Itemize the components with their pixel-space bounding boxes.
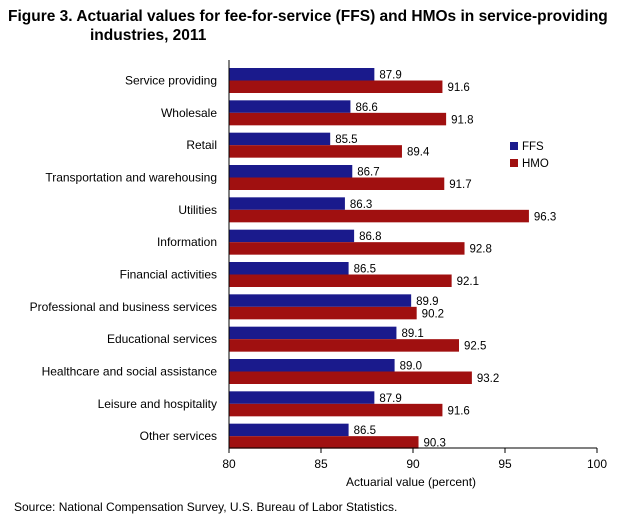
bar-hmo (229, 371, 472, 384)
data-label-hmo: 96.3 (534, 211, 556, 223)
x-tick-label: 95 (498, 457, 512, 471)
data-label-ffs: 86.3 (350, 199, 372, 211)
category-label: Utilities (178, 203, 217, 217)
category-label: Wholesale (161, 106, 217, 120)
bar-ffs (229, 165, 353, 178)
bar-ffs (229, 359, 395, 372)
bar-hmo (229, 403, 443, 417)
legend-swatch-hmo (510, 159, 518, 167)
data-label-ffs: 86.5 (354, 264, 376, 276)
chart-title-line1: Figure 3. Actuarial values for fee-for-s… (8, 8, 608, 25)
bar-ffs (229, 229, 355, 243)
bar-ffs (229, 391, 375, 404)
legend: FFS HMO (510, 141, 549, 170)
data-label-hmo: 92.1 (457, 276, 479, 288)
data-label-ffs: 87.9 (379, 393, 401, 405)
bar-hmo (229, 274, 452, 287)
data-label-hmo: 90.2 (422, 308, 444, 320)
data-label-ffs: 89.9 (416, 296, 438, 308)
category-label: Service providing (125, 74, 217, 88)
category-label: Healthcare and social assistance (42, 365, 218, 379)
bar-ffs (229, 68, 375, 81)
data-label-hmo: 93.2 (477, 373, 499, 385)
x-tick-label: 85 (314, 457, 328, 471)
data-label-hmo: 92.5 (464, 341, 486, 353)
data-label-hmo: 90.3 (424, 438, 446, 450)
legend-swatch-ffs (510, 142, 518, 150)
category-label: Transportation and warehousing (45, 171, 217, 185)
chart-title-line2: industries, 2011 (90, 27, 207, 44)
data-label-ffs: 85.5 (335, 134, 357, 146)
bar-ffs (229, 197, 345, 210)
data-label-hmo: 91.8 (451, 114, 473, 126)
data-label-ffs: 86.5 (354, 425, 376, 437)
category-label: Other services (140, 429, 217, 443)
category-label: Retail (186, 138, 217, 152)
category-label: Leisure and hospitality (98, 397, 217, 411)
data-label-ffs: 86.7 (357, 167, 379, 179)
bar-hmo (229, 339, 459, 352)
category-label: Information (157, 235, 217, 249)
bar-hmo (229, 306, 417, 320)
value-labels: 87.9 91.6 86.6 91.8 85.5 89.4 86.7 91.7 86.3 96.3… (335, 70, 556, 450)
data-label-ffs: 86.8 (359, 231, 381, 243)
data-label-ffs: 86.6 (355, 102, 377, 114)
x-tick-label: 90 (406, 457, 420, 471)
data-label-ffs: 87.9 (379, 70, 401, 82)
bar-hmo (229, 145, 402, 158)
bar-ffs (229, 132, 331, 146)
category-label: Financial activities (120, 268, 217, 282)
bar-hmo (229, 242, 465, 255)
bar-ffs (229, 294, 412, 307)
data-label-hmo: 91.7 (449, 179, 471, 191)
x-axis-label: Actuarial value (percent) (346, 475, 476, 489)
data-label-hmo: 91.6 (447, 82, 469, 94)
data-label-hmo: 91.6 (447, 405, 469, 417)
bar-ffs (229, 262, 349, 275)
bar-hmo (229, 80, 443, 93)
x-tick-label: 100 (587, 457, 607, 471)
bars-layer (229, 68, 529, 449)
bar-hmo (229, 436, 419, 449)
bar-ffs (229, 326, 397, 340)
data-label-hmo: 92.8 (470, 244, 492, 256)
legend-label-hmo: HMO (522, 158, 549, 170)
data-label-hmo: 89.4 (407, 147, 430, 159)
data-label-ffs: 89.1 (401, 328, 423, 340)
bar-ffs (229, 423, 349, 437)
category-label: Professional and business services (30, 300, 217, 314)
bar-hmo (229, 112, 447, 126)
data-label-ffs: 89.0 (400, 361, 422, 373)
chart-title: Figure 3. Actuarial values for fee-for-s… (8, 7, 618, 45)
category-label: Educational services (107, 332, 217, 346)
bar-hmo (229, 209, 529, 223)
bar-hmo (229, 177, 445, 190)
bar-ffs (229, 100, 351, 113)
x-tick-label: 80 (222, 457, 236, 471)
source-note: Source: National Compensation Survey, U.… (14, 500, 398, 514)
legend-label-ffs: FFS (522, 141, 544, 153)
category-labels: Service providing Wholesale Retail Transpor… (30, 74, 218, 444)
x-axis: 80 85 90 95 100 (222, 60, 607, 471)
